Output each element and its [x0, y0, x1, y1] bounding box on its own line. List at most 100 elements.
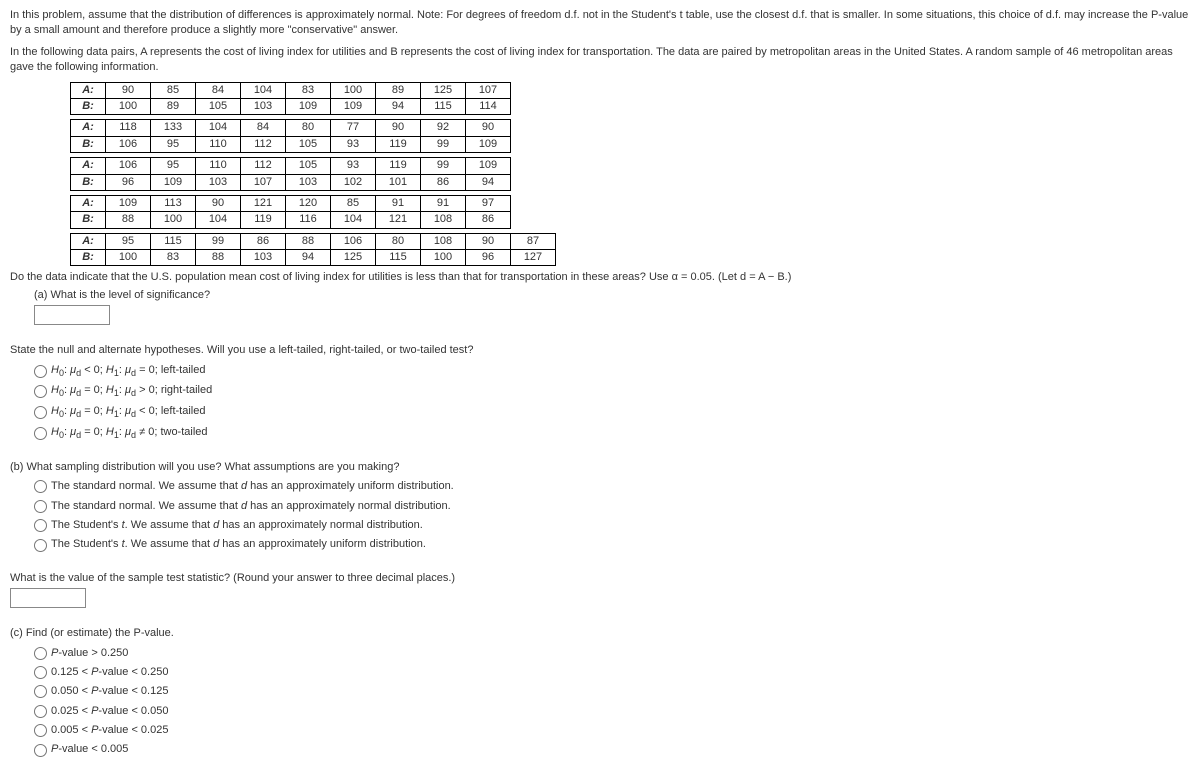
- data-cell: 91: [376, 195, 421, 211]
- data-cell: 86: [421, 174, 466, 190]
- data-cell: 113: [151, 195, 196, 211]
- hypothesis-option[interactable]: H0: μd = 0; H1: μd ≠ 0; two-tailed: [34, 425, 1190, 442]
- test-statistic-input[interactable]: [10, 588, 86, 608]
- data-table: A:95115998688106801089087B:1008388103941…: [70, 233, 556, 267]
- radio-input[interactable]: [34, 427, 47, 440]
- data-table: A:106951101121059311999109B:961091031071…: [70, 157, 511, 191]
- data-cell: 90: [106, 82, 151, 98]
- row-label: A:: [71, 233, 106, 249]
- hypothesis-option[interactable]: H0: μd < 0; H1: μd = 0; left-tailed: [34, 363, 1190, 380]
- radio-input[interactable]: [34, 705, 47, 718]
- data-cell: 106: [331, 233, 376, 249]
- radio-input[interactable]: [34, 666, 47, 679]
- data-cell: 103: [241, 250, 286, 266]
- pvalue-option[interactable]: 0.125 < P-value < 0.250: [34, 665, 1190, 680]
- data-cell: 100: [421, 250, 466, 266]
- pvalue-option[interactable]: P-value > 0.250: [34, 646, 1190, 661]
- data-cell: 86: [466, 212, 511, 228]
- data-cell: 104: [196, 212, 241, 228]
- data-cell: 101: [376, 174, 421, 190]
- radio-input[interactable]: [34, 744, 47, 757]
- data-cell: 86: [241, 233, 286, 249]
- option-label: H0: μd = 0; H1: μd > 0; right-tailed: [51, 383, 212, 400]
- data-table: A:1091139012112085919197B:88100104119116…: [70, 195, 511, 229]
- data-cell: 80: [376, 233, 421, 249]
- data-cell: 109: [466, 158, 511, 174]
- hypothesis-option[interactable]: H0: μd = 0; H1: μd > 0; right-tailed: [34, 383, 1190, 400]
- part-c-section: (c) Find (or estimate) the P-value. P-va…: [10, 626, 1190, 758]
- main-question: Do the data indicate that the U.S. popul…: [10, 270, 1190, 285]
- data-cell: 87: [511, 233, 556, 249]
- radio-input[interactable]: [34, 365, 47, 378]
- distribution-option[interactable]: The Student's t. We assume that d has an…: [34, 537, 1190, 552]
- data-cell: 96: [106, 174, 151, 190]
- radio-input[interactable]: [34, 406, 47, 419]
- data-cell: 112: [241, 158, 286, 174]
- data-cell: 93: [331, 136, 376, 152]
- part-b-header: (b) What sampling distribution will you …: [10, 460, 1190, 475]
- data-cell: 91: [421, 195, 466, 211]
- intro-paragraph-1: In this problem, assume that the distrib…: [10, 8, 1190, 39]
- option-label: 0.125 < P-value < 0.250: [51, 665, 168, 680]
- pvalue-option[interactable]: 0.050 < P-value < 0.125: [34, 684, 1190, 699]
- row-label: B:: [71, 212, 106, 228]
- distribution-option[interactable]: The standard normal. We assume that d ha…: [34, 479, 1190, 494]
- data-cell: 127: [511, 250, 556, 266]
- data-cell: 99: [196, 233, 241, 249]
- data-cell: 88: [196, 250, 241, 266]
- data-cell: 119: [241, 212, 286, 228]
- pvalue-option[interactable]: P-value < 0.005: [34, 742, 1190, 757]
- data-cell: 125: [331, 250, 376, 266]
- data-cell: 109: [331, 98, 376, 114]
- data-cell: 133: [151, 120, 196, 136]
- radio-input[interactable]: [34, 539, 47, 552]
- option-label: H0: μd = 0; H1: μd ≠ 0; two-tailed: [51, 425, 208, 442]
- data-cell: 90: [376, 120, 421, 136]
- data-cell: 94: [466, 174, 511, 190]
- data-cell: 99: [421, 158, 466, 174]
- data-cell: 116: [286, 212, 331, 228]
- data-cell: 115: [151, 233, 196, 249]
- hypotheses-options: H0: μd < 0; H1: μd = 0; left-tailed H0: μ…: [34, 363, 1190, 442]
- data-cell: 84: [196, 82, 241, 98]
- radio-input[interactable]: [34, 647, 47, 660]
- data-cell: 90: [466, 233, 511, 249]
- row-label: A:: [71, 195, 106, 211]
- data-table: A:118133104848077909290B:106951101121059…: [70, 119, 511, 153]
- radio-input[interactable]: [34, 500, 47, 513]
- pvalue-option[interactable]: 0.005 < P-value < 0.025: [34, 723, 1190, 738]
- data-cell: 108: [421, 212, 466, 228]
- data-cell: 104: [331, 212, 376, 228]
- part-a-label: (a) What is the level of significance?: [34, 288, 1190, 303]
- distribution-option[interactable]: The standard normal. We assume that d ha…: [34, 499, 1190, 514]
- option-label: The Student's t. We assume that d has an…: [51, 537, 426, 552]
- data-cell: 121: [241, 195, 286, 211]
- option-label: P-value > 0.250: [51, 646, 128, 661]
- radio-input[interactable]: [34, 519, 47, 532]
- data-cell: 83: [286, 82, 331, 98]
- radio-input[interactable]: [34, 685, 47, 698]
- option-label: P-value < 0.005: [51, 742, 128, 757]
- radio-input[interactable]: [34, 385, 47, 398]
- significance-input[interactable]: [34, 305, 110, 325]
- distribution-option[interactable]: The Student's t. We assume that d has an…: [34, 518, 1190, 533]
- pvalue-option[interactable]: 0.025 < P-value < 0.050: [34, 704, 1190, 719]
- data-cell: 92: [421, 120, 466, 136]
- row-label: B:: [71, 136, 106, 152]
- row-label: A:: [71, 158, 106, 174]
- data-cell: 83: [151, 250, 196, 266]
- hypothesis-option[interactable]: H0: μd = 0; H1: μd < 0; left-tailed: [34, 404, 1190, 421]
- intro-paragraph-2: In the following data pairs, A represent…: [10, 45, 1190, 76]
- data-cell: 95: [151, 136, 196, 152]
- radio-input[interactable]: [34, 724, 47, 737]
- data-cell: 106: [106, 136, 151, 152]
- data-cell: 109: [106, 195, 151, 211]
- radio-input[interactable]: [34, 480, 47, 493]
- data-cell: 100: [331, 82, 376, 98]
- data-cell: 85: [151, 82, 196, 98]
- option-label: 0.025 < P-value < 0.050: [51, 704, 168, 719]
- data-cell: 100: [106, 250, 151, 266]
- data-cell: 95: [106, 233, 151, 249]
- data-cell: 103: [286, 174, 331, 190]
- data-cell: 119: [376, 158, 421, 174]
